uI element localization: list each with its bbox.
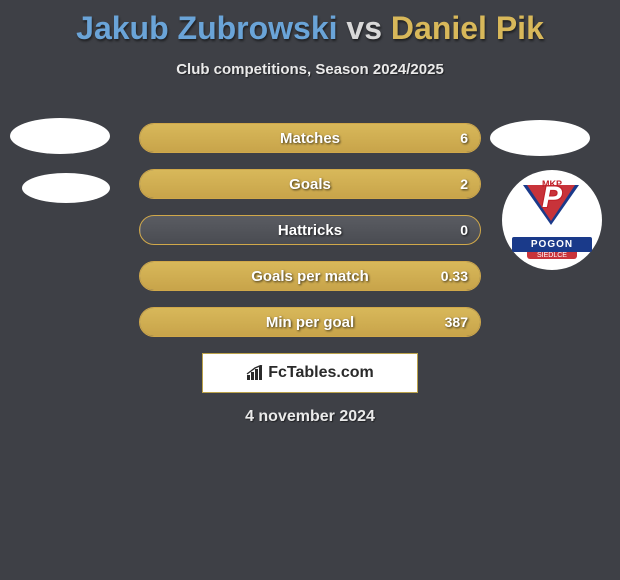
- stat-row: Min per goal387: [139, 307, 481, 337]
- stats-bars: Matches6 Goals2 Hattricks0 Goals per match0…: [139, 123, 481, 353]
- stat-label: Goals: [140, 170, 480, 198]
- stat-label: Min per goal: [140, 308, 480, 336]
- club-subbanner: SIEDLCE: [527, 252, 577, 259]
- player2-club-badge: MKP P POGON SIEDLCE: [502, 170, 602, 270]
- club-letter: P: [517, 181, 587, 215]
- stat-row: Goals per match0.33: [139, 261, 481, 291]
- stat-row: Goals2: [139, 169, 481, 199]
- vs-word: vs: [346, 10, 382, 46]
- stat-row: Hattricks0: [139, 215, 481, 245]
- player1-name: Jakub Zubrowski: [76, 10, 337, 46]
- page-title: Jakub Zubrowski vs Daniel Pik: [0, 0, 620, 47]
- stat-value-right: 2: [448, 170, 480, 198]
- subtitle: Club competitions, Season 2024/2025: [0, 61, 620, 78]
- brand-chart-icon: [246, 365, 264, 381]
- comparison-widget: Jakub Zubrowski vs Daniel Pik Club compe…: [0, 0, 620, 580]
- stat-row: Matches6: [139, 123, 481, 153]
- brand-text: FcTables.com: [268, 364, 374, 382]
- date-line: 4 november 2024: [0, 408, 620, 426]
- club-banner: POGON: [512, 237, 592, 252]
- player1-avatar-placeholder-top: [10, 118, 110, 154]
- player2-name: Daniel Pik: [391, 10, 544, 46]
- stat-value-right: 6: [448, 124, 480, 152]
- stat-label: Hattricks: [140, 216, 480, 244]
- club-logo: MKP P: [517, 181, 587, 235]
- stat-value-right: 0: [448, 216, 480, 244]
- player1-avatar-placeholder-bottom: [22, 173, 110, 203]
- stat-value-right: 0.33: [429, 262, 480, 290]
- brand-box[interactable]: FcTables.com: [202, 353, 418, 393]
- player2-avatar-placeholder: [490, 120, 590, 156]
- stat-label: Matches: [140, 124, 480, 152]
- stat-value-right: 387: [433, 308, 480, 336]
